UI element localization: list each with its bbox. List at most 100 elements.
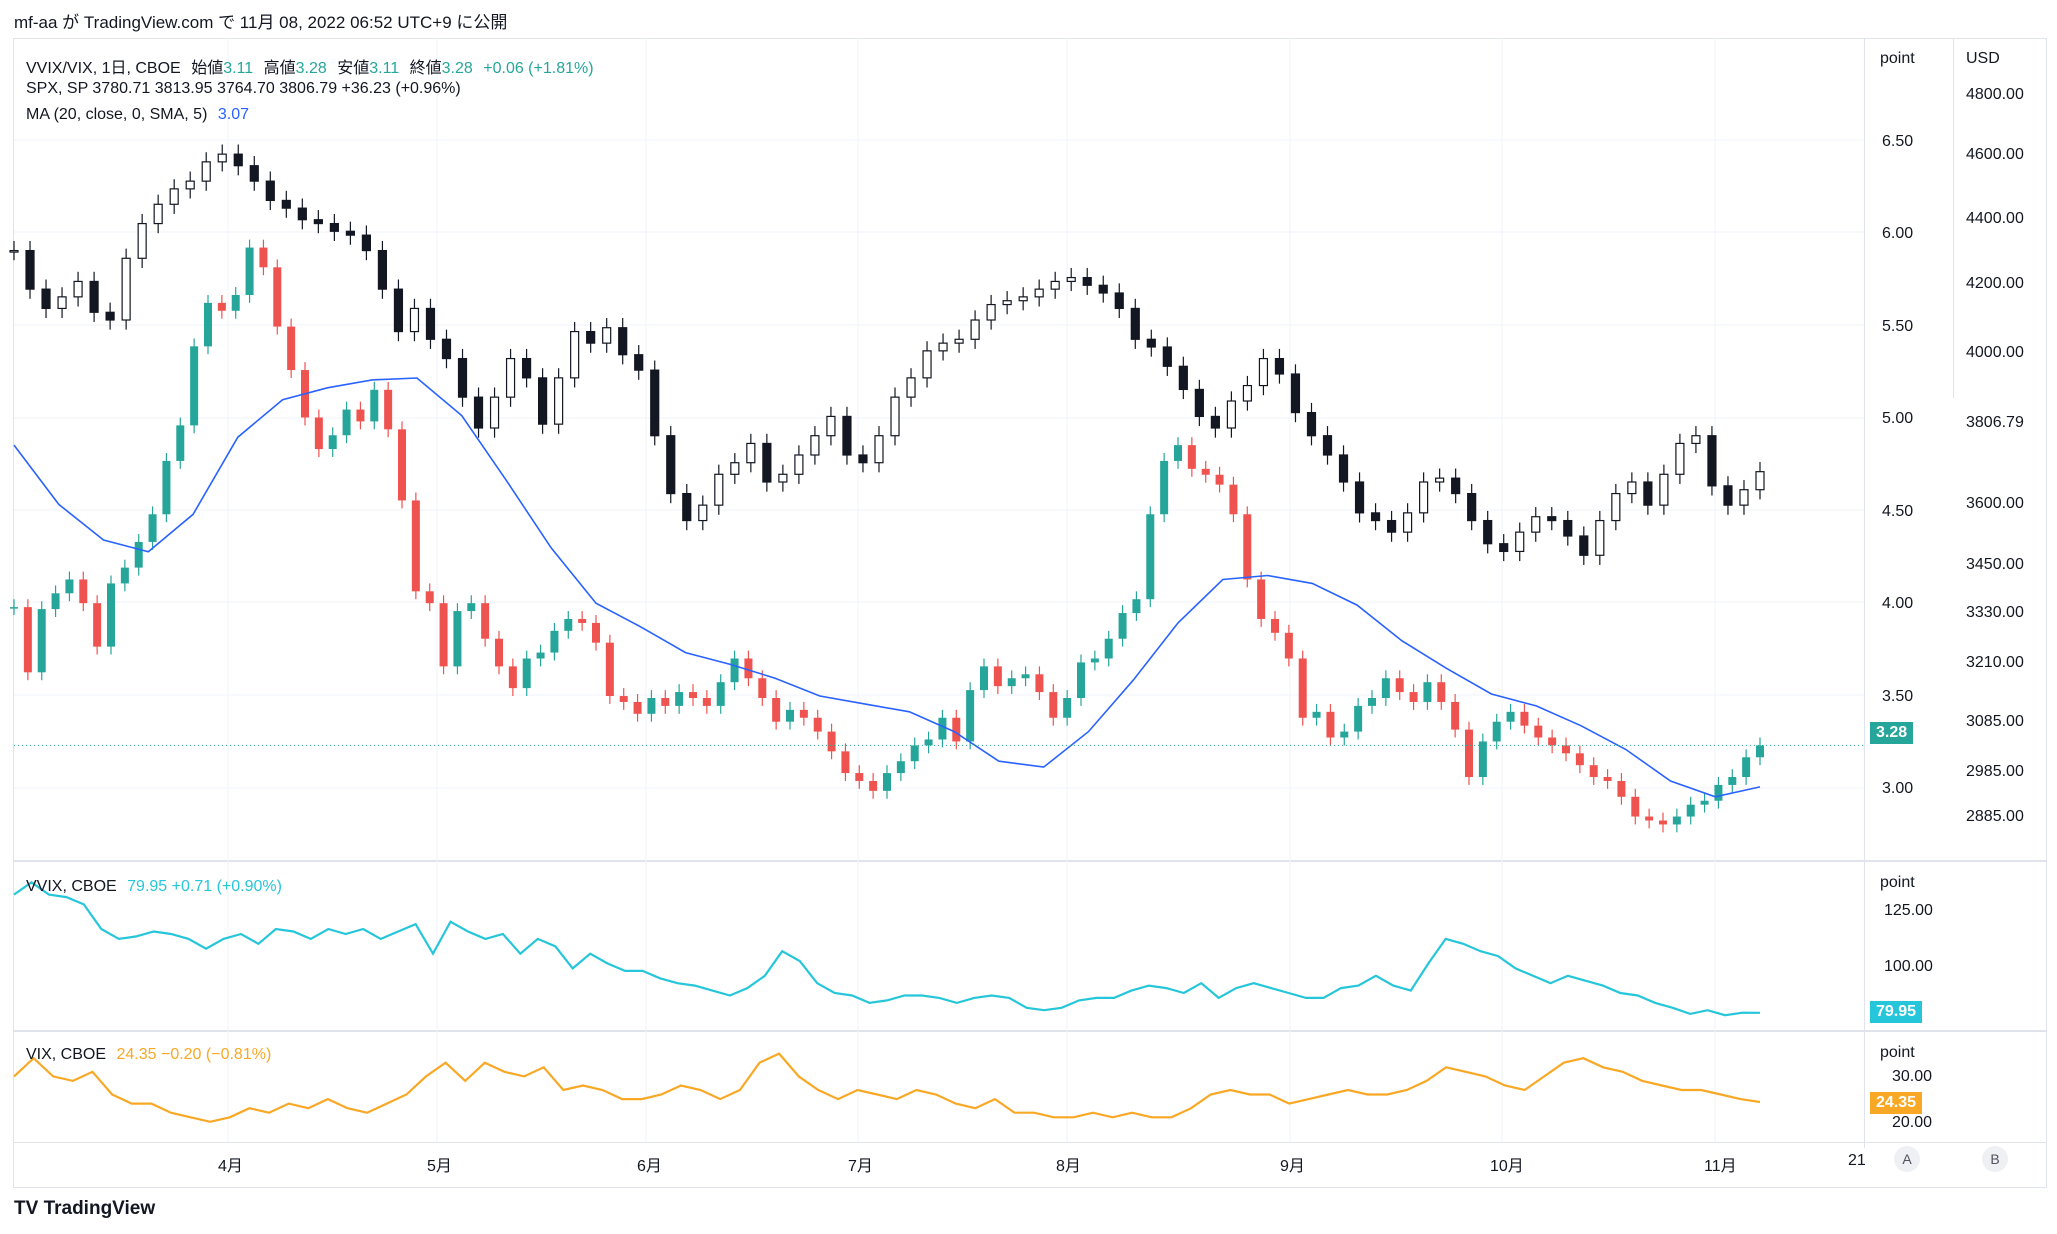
ratio-candle-body bbox=[647, 698, 656, 714]
spx-candle-body bbox=[1050, 280, 1060, 290]
ratio-candle-body bbox=[508, 666, 517, 689]
ratio-candle-body bbox=[1603, 777, 1612, 781]
ratio-candle-body bbox=[162, 460, 171, 515]
spx-candle-body bbox=[185, 180, 195, 190]
ratio-candle-body bbox=[467, 603, 476, 612]
spx-candle-body bbox=[1034, 288, 1044, 298]
spx-candle-body bbox=[1515, 531, 1525, 553]
ratio-candle-body bbox=[23, 607, 32, 673]
ratio-candle-body bbox=[37, 609, 46, 673]
ma-legend[interactable]: MA (20, close, 0, SMA, 5) 3.07 bbox=[26, 106, 255, 124]
ratio-candle-body bbox=[356, 409, 365, 422]
ratio-candle-body bbox=[93, 603, 102, 647]
ratio-candle-body bbox=[342, 409, 351, 436]
spx-candle-body bbox=[473, 396, 484, 429]
spx-legend[interactable]: SPX, SP 3780.71 3813.95 3764.70 3806.79 … bbox=[26, 80, 461, 97]
spx-candle-body bbox=[554, 377, 564, 425]
spx-candle-body bbox=[1146, 338, 1156, 348]
ratio-candle-body bbox=[1063, 698, 1072, 718]
ratio-candle-body bbox=[1562, 745, 1570, 754]
ratio-candle-body bbox=[1257, 579, 1266, 619]
spx-candle-body bbox=[489, 396, 500, 429]
spx-candle-body bbox=[810, 435, 820, 456]
usd-tick-label: 2885.00 bbox=[1966, 808, 2024, 825]
low-value: 3.11 bbox=[369, 60, 400, 77]
pane-separator-1[interactable] bbox=[13, 860, 2047, 862]
vvix-tick-label: 125.00 bbox=[1884, 902, 1933, 919]
ratio-candle-body bbox=[1714, 784, 1723, 801]
ratio-candle-body bbox=[481, 603, 490, 639]
ratio-candle-body bbox=[966, 690, 975, 742]
spx-candle-body bbox=[1370, 512, 1381, 522]
ratio-candle-body bbox=[799, 709, 808, 718]
ratio-candle-body bbox=[148, 514, 157, 542]
spx-candle-body bbox=[1082, 276, 1092, 286]
vix-legend[interactable]: VIX, CBOE 24.35 −0.20 (−0.81%) bbox=[26, 1046, 277, 1064]
ratio-candle-body bbox=[1298, 658, 1307, 718]
open-value: 3.11 bbox=[223, 60, 254, 77]
footer-brand: TradingView bbox=[43, 1198, 156, 1219]
time-axis-month-label: 11月 bbox=[1704, 1158, 1737, 1175]
vix-tick-label: 30.00 bbox=[1892, 1068, 1933, 1085]
ratio-candle-body bbox=[1049, 692, 1058, 718]
ma-label: MA (20, close, 0, SMA, 5) bbox=[26, 106, 208, 123]
spx-candle-body bbox=[1675, 442, 1685, 475]
high-label: 高値 bbox=[263, 60, 296, 77]
spx-candle-body bbox=[858, 454, 868, 464]
spx-candle-body bbox=[1194, 388, 1204, 418]
ratio-candle-body bbox=[1007, 678, 1016, 687]
close-value: 3.28 bbox=[441, 60, 473, 77]
ratio-candle-body bbox=[1284, 632, 1293, 659]
ratio-candle-body bbox=[495, 638, 503, 667]
spx-candle-body bbox=[1098, 284, 1108, 294]
ratio-candle-body bbox=[730, 658, 739, 683]
ratio-candle-body bbox=[453, 611, 462, 667]
usd-tick-label: 3210.00 bbox=[1966, 654, 2024, 671]
spx-candle-body bbox=[1707, 435, 1717, 487]
ratio-candle-body bbox=[716, 682, 725, 706]
ratio-candle-body bbox=[827, 731, 836, 752]
vvix-tick-label: 100.00 bbox=[1884, 958, 1933, 975]
spx-candle-body bbox=[714, 473, 724, 506]
scale-b-button[interactable]: B bbox=[1982, 1146, 2008, 1172]
ratio-candle-body bbox=[1368, 698, 1376, 706]
spx-candle-body bbox=[505, 357, 516, 398]
ratio-candle-body bbox=[1326, 711, 1335, 738]
scale-a-button[interactable]: A bbox=[1894, 1146, 1920, 1172]
spx-candle-body bbox=[1563, 519, 1573, 537]
vix-current-badge: 24.35 bbox=[1870, 1092, 1923, 1114]
ratio-candle-body bbox=[1118, 613, 1127, 639]
usd-tick-label: 2985.00 bbox=[1966, 763, 2024, 780]
ratio-candle-body bbox=[1035, 674, 1044, 693]
ratio-candle-body bbox=[592, 622, 600, 643]
tradingview-logo[interactable]: TV TradingView bbox=[14, 1198, 155, 1220]
publish-header: mf-aa が TradingView.com で 11月 08, 2022 0… bbox=[14, 13, 508, 32]
ratio-candle-body bbox=[245, 247, 254, 295]
spx-candle-body bbox=[1178, 365, 1188, 391]
spx-candle-body bbox=[922, 350, 932, 379]
time-axis-month-label: 5月 bbox=[427, 1158, 452, 1175]
ratio-candle-body bbox=[217, 302, 226, 311]
spx-candle-body bbox=[137, 222, 147, 259]
close-label: 終値 bbox=[409, 60, 442, 77]
ratio-candle-body bbox=[1381, 678, 1390, 698]
spx-candle-body bbox=[794, 454, 804, 475]
spx-candle-body bbox=[1162, 346, 1172, 367]
ratio-candle-body bbox=[952, 717, 961, 742]
vix-tick-label: 20.00 bbox=[1892, 1114, 1933, 1131]
main-symbol[interactable]: VVIX/VIX, 1日, CBOE bbox=[26, 60, 181, 77]
spx-candle-body bbox=[1691, 435, 1701, 445]
spx-candle-body bbox=[1435, 477, 1445, 483]
ratio-candle-body bbox=[1160, 460, 1169, 515]
ratio-candle-body bbox=[1229, 484, 1238, 515]
ratio-candle-body bbox=[550, 630, 559, 653]
spx-candle-body bbox=[1627, 481, 1637, 495]
vvix-legend[interactable]: VVIX, CBOE 79.95 +0.71 (+0.90%) bbox=[26, 878, 288, 896]
ratio-candle-body bbox=[675, 692, 684, 706]
ratio-candle-body bbox=[1174, 445, 1182, 461]
spx-candle-body bbox=[377, 249, 388, 290]
ratio-candle-body bbox=[439, 603, 448, 667]
vvix-axis-title: point bbox=[1880, 874, 1915, 891]
pane-separator-2[interactable] bbox=[13, 1030, 2047, 1032]
